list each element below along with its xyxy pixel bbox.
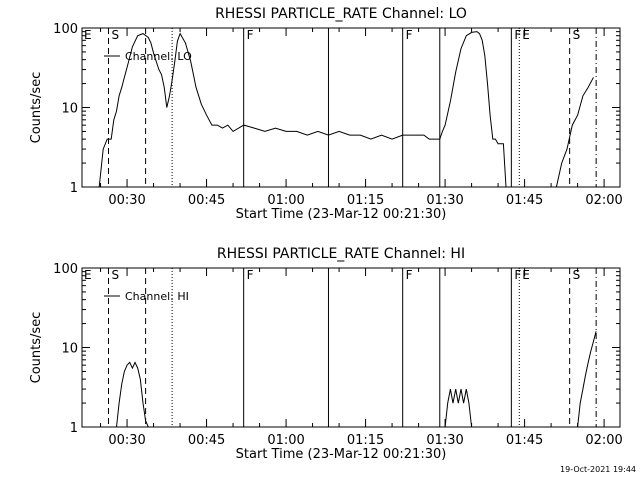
x-axis-label: Start Time (23-Mar-12 00:21:30) — [236, 447, 447, 462]
event-marker-label: S — [112, 268, 120, 282]
event-marker-label: F — [406, 28, 413, 42]
y-tick-label: 1 — [70, 421, 78, 436]
y-tick-label: 10 — [61, 342, 78, 357]
event-marker-label: F — [514, 28, 521, 42]
event-marker-label: S — [573, 268, 581, 282]
series-line — [444, 389, 473, 428]
x-tick-label: 01:30 — [426, 433, 463, 448]
x-tick-label: 00:30 — [108, 193, 145, 208]
x-tick-label: 01:00 — [267, 193, 304, 208]
chart-title: RHESSI PARTICLE_RATE Channel: HI — [217, 246, 465, 262]
x-tick-label: 01:30 — [426, 193, 463, 208]
x-tick-label: 01:15 — [347, 193, 384, 208]
event-marker-label: S — [112, 28, 120, 42]
event-marker-label: E — [84, 28, 92, 42]
x-axis-label: Start Time (23-Mar-12 00:21:30) — [236, 207, 447, 222]
series-line — [577, 331, 597, 428]
event-marker-label: S — [573, 28, 581, 42]
x-tick-label: 02:00 — [585, 193, 622, 208]
chart-panel-1: RHESSI PARTICLE_RATE Channel: HI 1 10 100 00… — [29, 246, 623, 462]
y-tick-label: 100 — [53, 22, 78, 37]
event-marker-label: F — [247, 268, 254, 282]
x-tick-label: 00:30 — [108, 433, 145, 448]
x-tick-label: 00:45 — [188, 193, 225, 208]
y-tick-label: 1 — [70, 181, 78, 196]
series-line — [116, 361, 149, 428]
y-tick-label: 100 — [53, 262, 78, 277]
chart-title: RHESSI PARTICLE_RATE Channel: LO — [215, 6, 467, 22]
event-marker-label: E — [522, 268, 530, 282]
x-tick-label: 01:15 — [347, 433, 384, 448]
event-marker-label: E — [522, 28, 530, 42]
y-tick-label: 10 — [61, 102, 78, 117]
y-axis-label: Counts/sec — [29, 312, 44, 384]
legend-entry: Channel: LO — [125, 50, 192, 63]
event-marker-label: F — [247, 28, 254, 42]
chart-panel-0: RHESSI PARTICLE_RATE Channel: LO 1 10 100 00… — [29, 6, 623, 222]
x-tick-label: 02:00 — [585, 433, 622, 448]
event-marker-label: F — [406, 268, 413, 282]
event-marker-label: E — [84, 268, 92, 282]
x-tick-label: 00:45 — [188, 433, 225, 448]
x-tick-label: 01:00 — [267, 433, 304, 448]
series-line — [98, 31, 594, 188]
timestamp: 19-Oct-2021 19:44 — [560, 465, 636, 474]
y-axis-label: Counts/sec — [29, 72, 44, 144]
x-tick-label: 01:45 — [506, 193, 543, 208]
legend-entry: Channel: HI — [125, 290, 189, 303]
event-marker-label: F — [514, 268, 521, 282]
x-tick-label: 01:45 — [506, 433, 543, 448]
